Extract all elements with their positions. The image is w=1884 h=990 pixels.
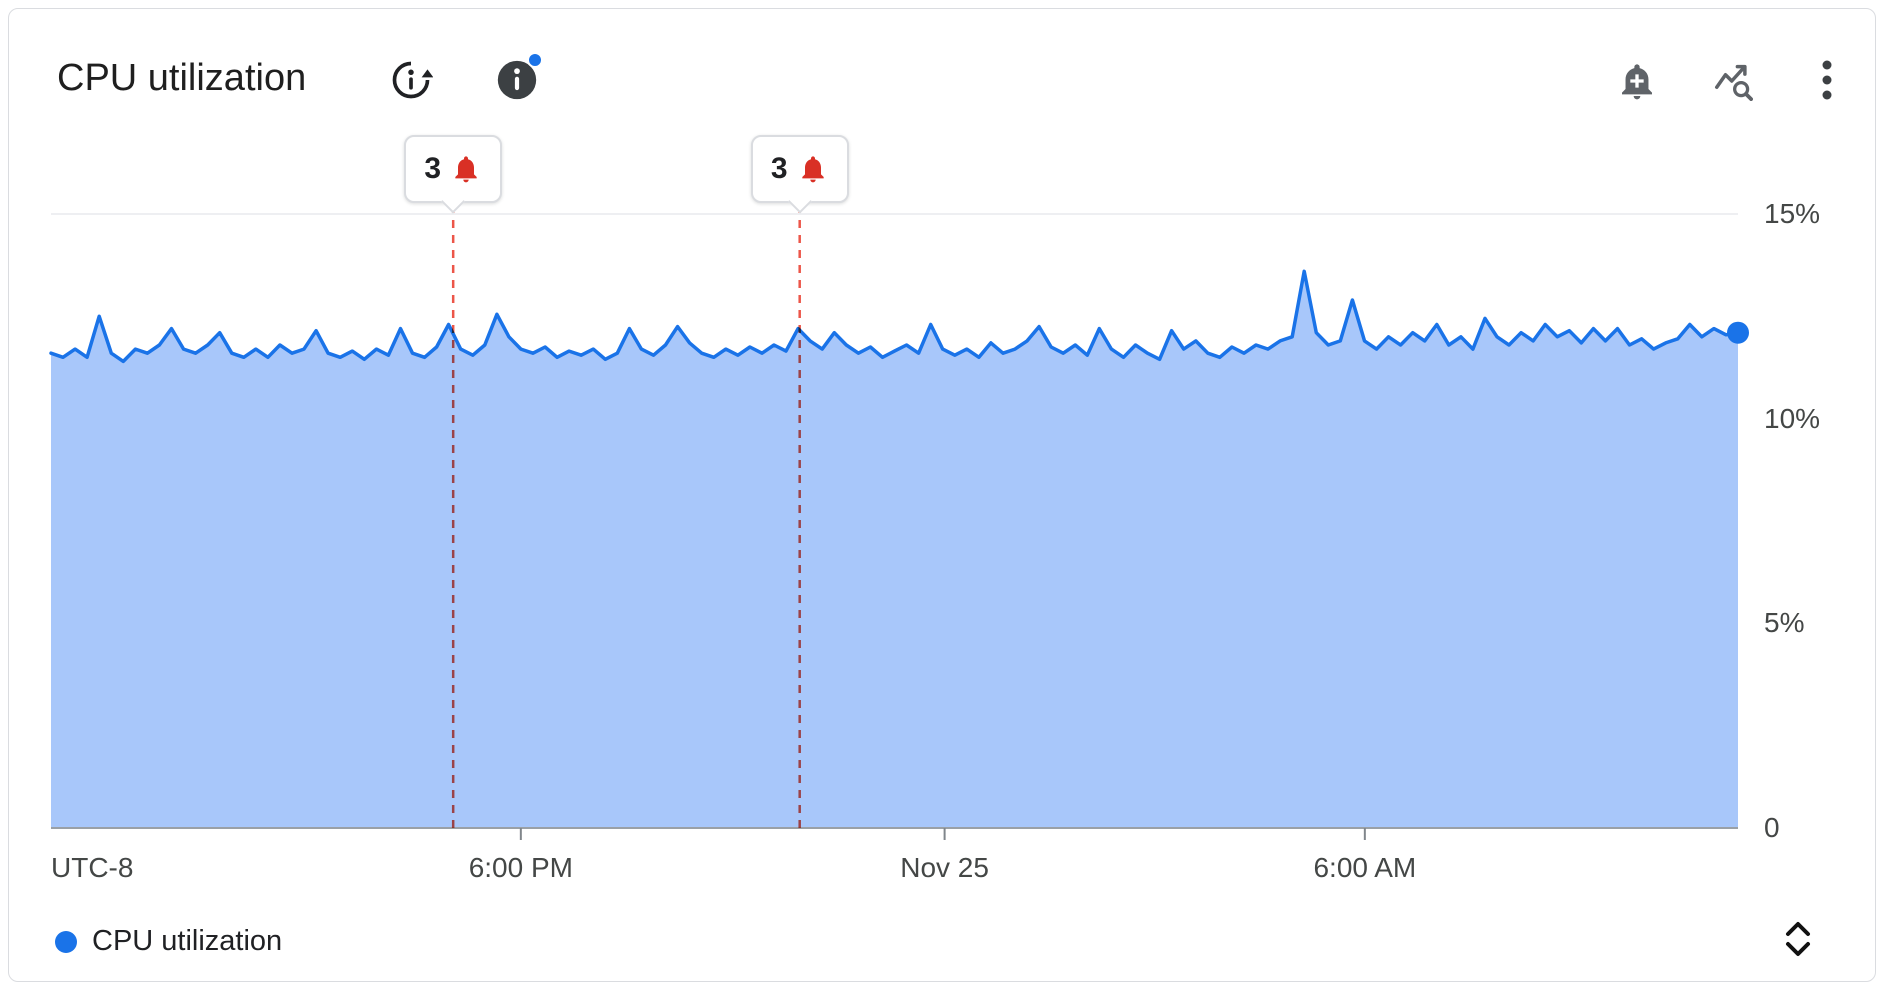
alert-count: 3 (770, 152, 788, 185)
notification-dot (527, 52, 543, 68)
chart-title: CPU utilization (57, 57, 307, 99)
alert-bell-icon (455, 156, 477, 183)
more-options-button[interactable] (1821, 60, 1833, 100)
series-area (51, 271, 1738, 828)
metrics-explorer-button[interactable] (1713, 61, 1753, 101)
y-axis-label: 15% (1764, 198, 1821, 229)
unfold-more-icon (1786, 922, 1810, 956)
series-line (49, 269, 1740, 364)
timezone-label: UTC-8 (51, 852, 134, 883)
legend-series-dot (55, 930, 77, 953)
x-axis-label: 6:00 AM (1313, 852, 1417, 883)
legend[interactable]: CPU utilization (55, 925, 282, 958)
latest-value-dot (1727, 321, 1749, 344)
alert-count: 3 (424, 152, 442, 185)
add-alert-icon (1622, 64, 1652, 100)
info-icon[interactable] (494, 52, 543, 103)
info-glyph (497, 60, 537, 100)
alert-incident-badge[interactable]: 3 (750, 135, 849, 214)
legend-series-label: CPU utilization (92, 925, 283, 957)
y-axis-label: 5% (1764, 607, 1805, 639)
cpu-utilization-chart[interactable] (49, 169, 1749, 844)
alert-incident-badge[interactable]: 3 (404, 135, 503, 214)
chart-card: CPU utilization (8, 8, 1876, 982)
delayed-data-icon[interactable] (389, 58, 433, 102)
expand-legend-button[interactable] (1781, 917, 1815, 961)
x-axis-label: 6:00 PM (468, 852, 573, 883)
create-alert-button[interactable] (1617, 61, 1657, 101)
delayed-data-glyph (392, 61, 433, 99)
x-axis-label: Nov 25 (900, 852, 989, 883)
chart-search-icon (1715, 64, 1753, 101)
y-axis-label: 10% (1764, 402, 1821, 434)
alert-bell-icon (801, 156, 824, 183)
y-axis-label: 0 (1764, 812, 1780, 843)
kebab-menu-icon (1822, 60, 1832, 100)
